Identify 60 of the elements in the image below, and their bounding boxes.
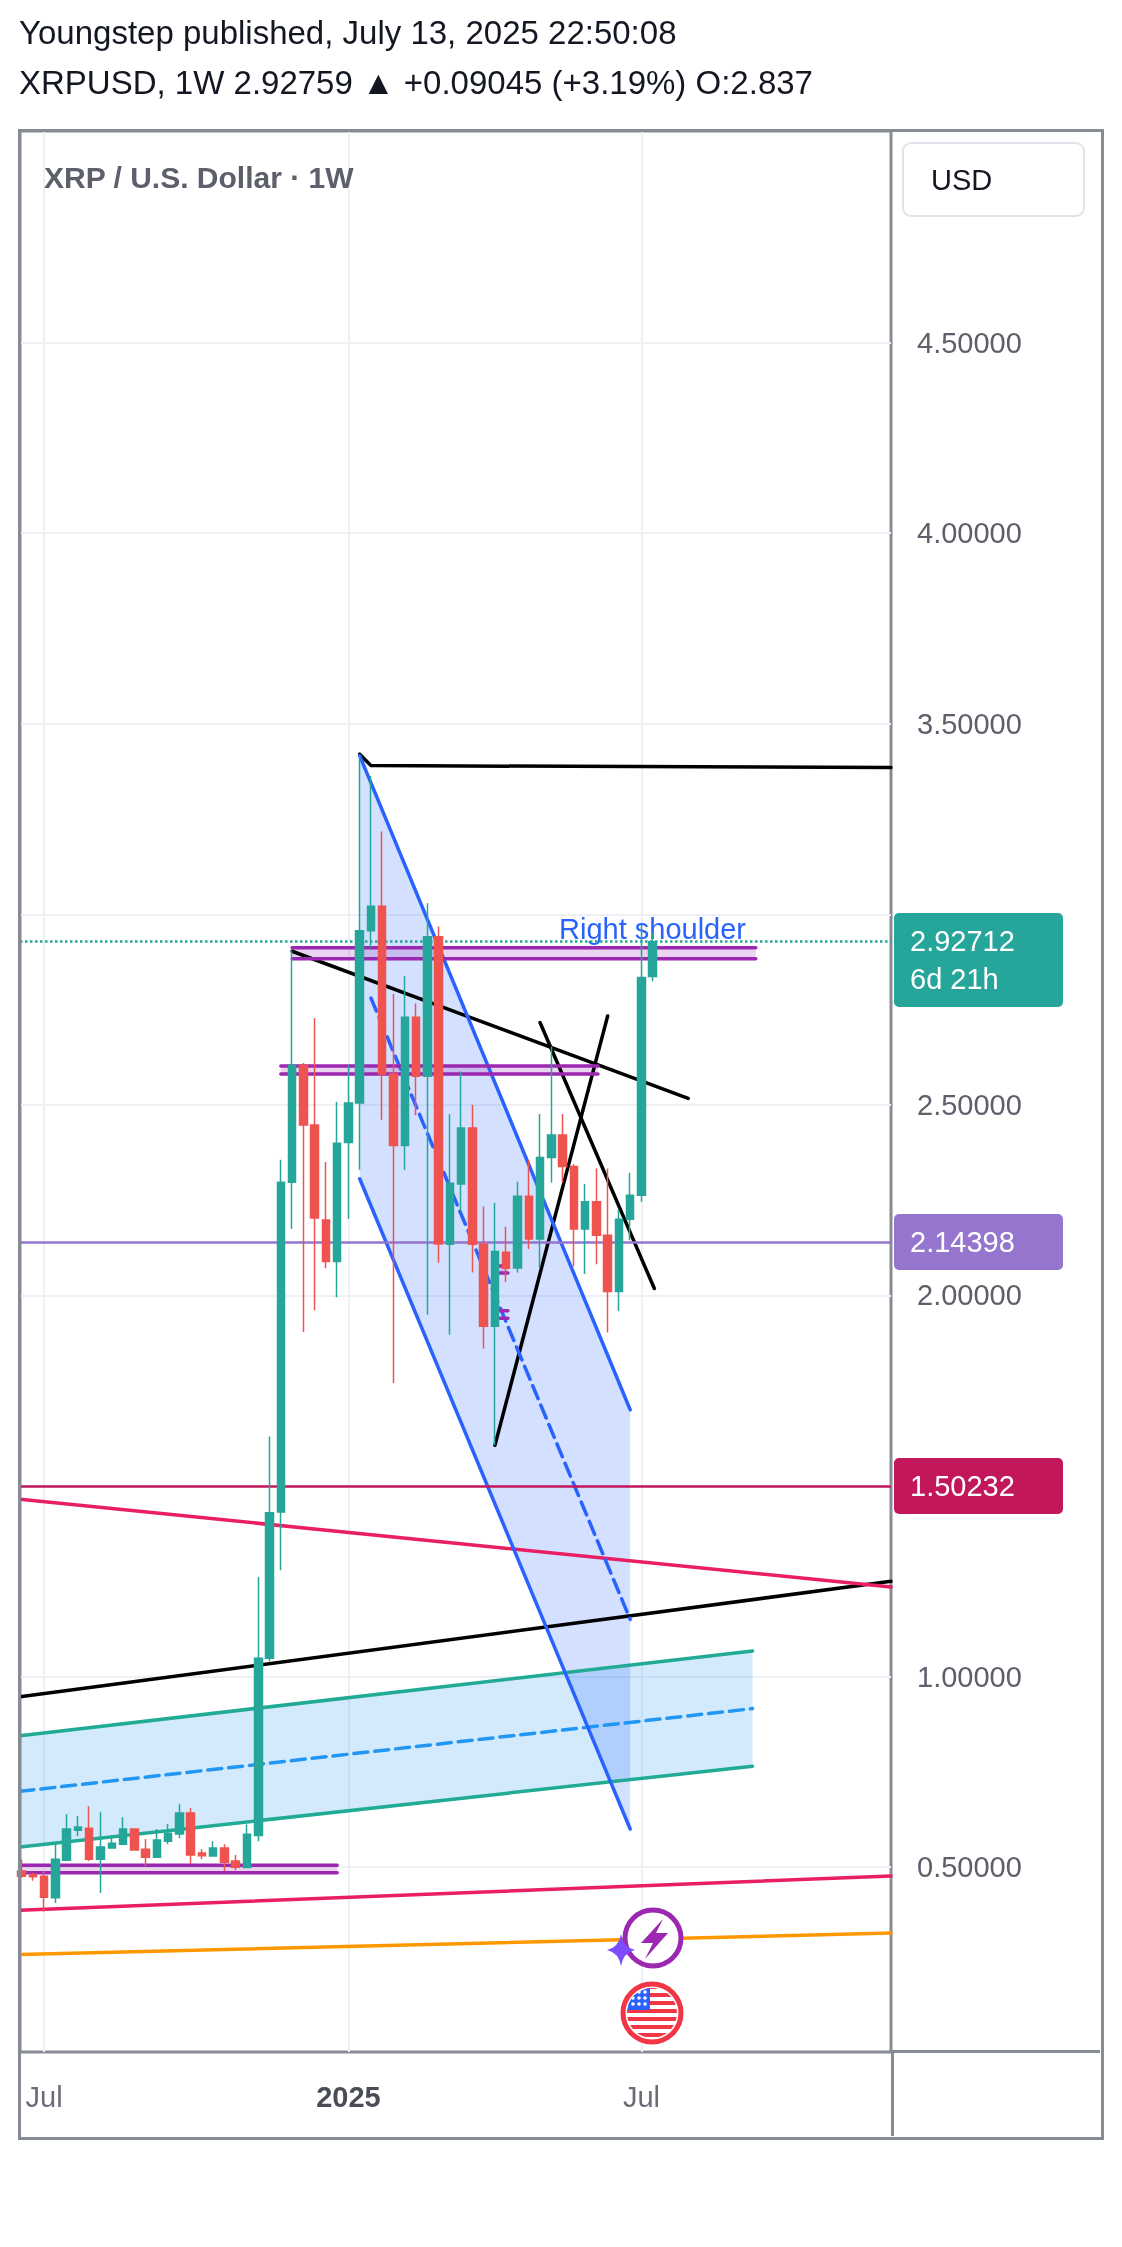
candlestick (569, 1163, 579, 1268)
ref-line-label: 2.92712 6d 21h (910, 924, 1015, 995)
candlestick (478, 1205, 489, 1350)
candlestick (557, 1113, 568, 1184)
ref-line-label: 1.50232 (910, 1469, 1015, 1502)
candlestick (298, 1062, 309, 1333)
y-tick-label: 2.50000 (917, 1088, 1022, 1121)
candlestick (602, 1167, 613, 1334)
y-tick-label: 4.00000 (917, 517, 1022, 550)
x-tick-label: Jul (622, 2080, 660, 2113)
candlestick (276, 1158, 286, 1571)
x-tick-label: Jul (25, 2080, 63, 2113)
candlestick (377, 830, 387, 1121)
candlestick (614, 1209, 624, 1312)
x-tick-label: 2025 (316, 2080, 381, 2113)
y-axis-title: USD (931, 163, 993, 196)
candlestick (140, 1838, 151, 1867)
y-tick-label: 0.50000 (917, 1851, 1022, 1884)
candlestick (591, 1167, 602, 1265)
y-tick-label: 2.00000 (917, 1279, 1022, 1312)
candlestick (343, 1064, 354, 1220)
candlestick (400, 975, 410, 1171)
candlestick (433, 925, 444, 1264)
y-tick-label: 4.50000 (917, 326, 1022, 359)
candlestick (456, 1070, 466, 1212)
candlestick (332, 1101, 342, 1299)
candlestick (411, 1002, 421, 1116)
candlestick (309, 1017, 320, 1312)
candlestick (84, 1805, 94, 1862)
candlestick (321, 1161, 331, 1270)
candlestick (467, 1104, 478, 1274)
candlestick (73, 1815, 83, 1838)
candlestick (388, 993, 399, 1384)
ref-line-label: 2.14398 (910, 1226, 1015, 1259)
candlestick (524, 1159, 534, 1250)
candlestick (208, 1840, 218, 1858)
candlestick (185, 1807, 196, 1865)
candlestick (445, 1113, 455, 1336)
candlestick (512, 1181, 523, 1274)
y-tick-label: 1.00000 (917, 1660, 1022, 1693)
candlestick (230, 1854, 241, 1871)
candlestick (287, 950, 297, 1230)
candlestick (174, 1803, 185, 1839)
y-tick-label: 3.50000 (917, 707, 1022, 740)
candlestick (490, 1202, 500, 1446)
text: XRP / U.S. Dollar · 1W (44, 160, 355, 194)
candlestick (163, 1823, 173, 1846)
candlestick (625, 1171, 635, 1241)
candlestick (39, 1870, 49, 1913)
candlestick (219, 1843, 230, 1872)
annotation: Right shoulder (559, 912, 747, 945)
chart-subtitle: XRPUSD, 1W 2.92759 ▲ +0.09045 (+3.19%) O:2.837 (19, 64, 813, 101)
candlestick (197, 1848, 207, 1860)
candlestick (118, 1816, 128, 1846)
candlestick (264, 1435, 275, 1663)
candlestick (580, 1183, 590, 1275)
candlestick (546, 1045, 557, 1184)
candlestick (129, 1827, 140, 1852)
candlestick (535, 1113, 545, 1269)
text: Youngstep published, July 13, 2025 22:50:08 (19, 14, 677, 51)
